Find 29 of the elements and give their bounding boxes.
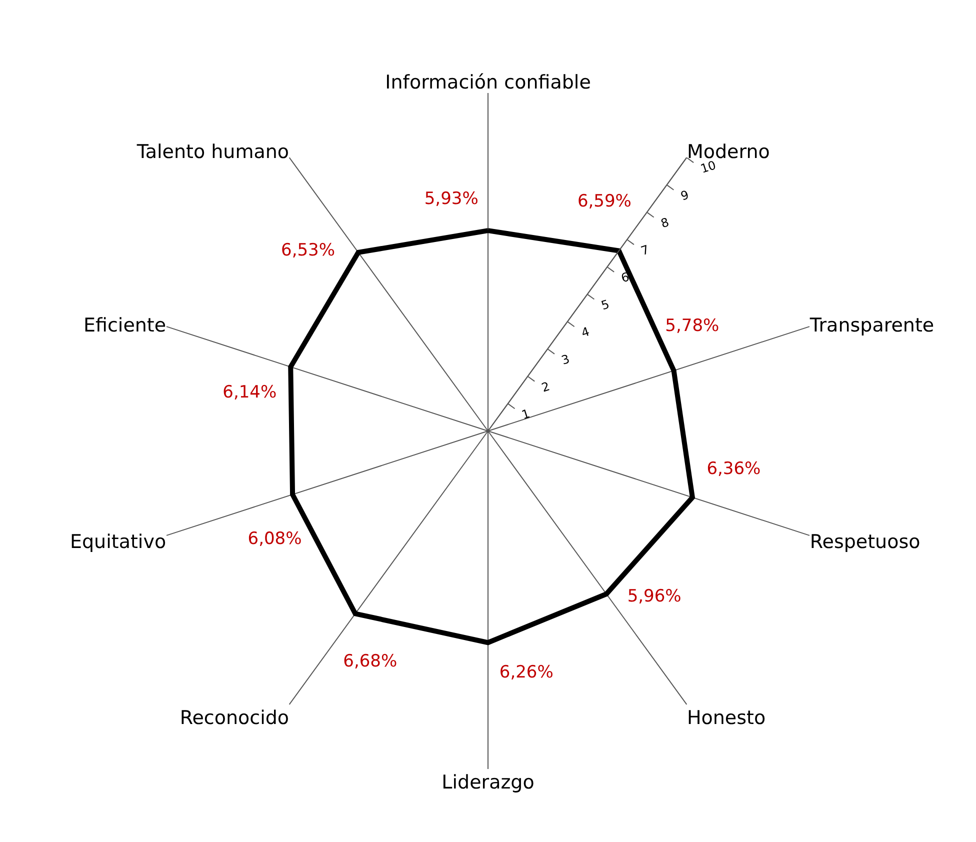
spoke-label: Respetuoso (810, 530, 920, 553)
data-label: 6,14% (222, 382, 277, 402)
y-tick-label: 1 (520, 406, 532, 422)
data-label: 5,96% (627, 586, 682, 607)
y-tick-label: 8 (659, 215, 671, 231)
y-tick-label: 5 (599, 297, 612, 313)
spoke-label: Transparente (808, 314, 934, 337)
spoke-label: Liderazgo (442, 772, 534, 794)
y-tick-label: 10 (698, 158, 718, 176)
y-tick-label: 3 (560, 352, 572, 368)
data-label: 6,08% (248, 528, 302, 549)
spoke-label: Honesto (686, 707, 766, 730)
y-tick-label: 7 (639, 242, 651, 258)
y-tick-label: 9 (678, 188, 691, 204)
data-label: 5,93% (424, 188, 478, 209)
spoke-label: Información confiable (385, 72, 591, 94)
data-label: 6,59% (577, 192, 632, 212)
y-tick-label: 2 (540, 379, 552, 395)
data-label: 6,53% (281, 240, 336, 260)
spoke-label: Talento humano (136, 140, 290, 163)
data-label: 6,68% (343, 652, 398, 672)
y-tick-label: 6 (619, 270, 631, 286)
data-label: 5,78% (665, 316, 720, 336)
y-tick-label: 4 (580, 324, 592, 340)
data-label: 6,36% (706, 459, 761, 480)
data-label: 6,26% (499, 662, 554, 683)
spoke-label: Equitativo (70, 530, 166, 553)
spoke-label: Reconocido (180, 707, 290, 730)
spoke-label: Eficiente (83, 314, 166, 337)
